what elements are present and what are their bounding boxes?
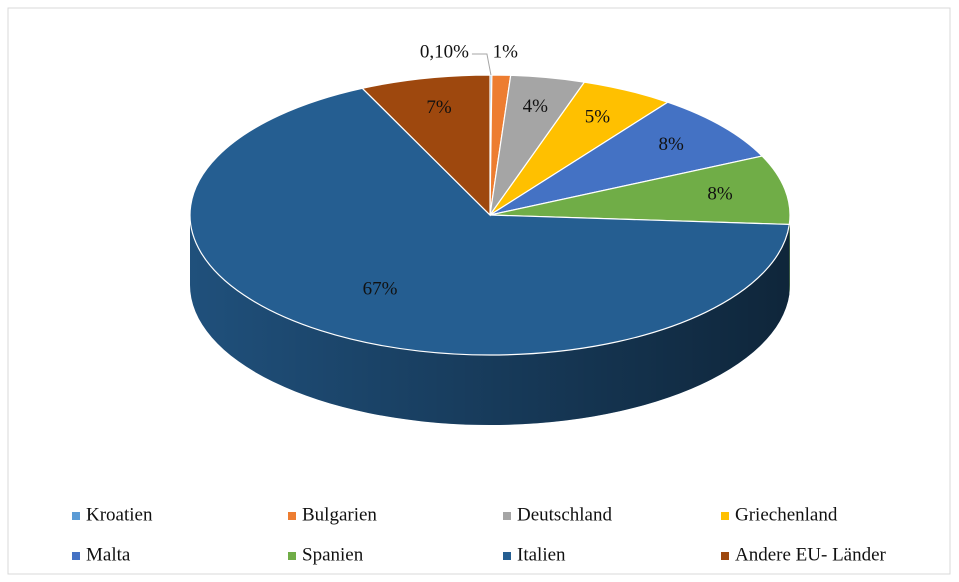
legend-swatch bbox=[288, 552, 296, 560]
slice-top bbox=[489, 101, 764, 216]
data-label: 5% bbox=[585, 106, 611, 127]
data-label: 0,10% bbox=[420, 41, 469, 62]
legend-swatch bbox=[72, 512, 80, 520]
data-label: 1% bbox=[493, 41, 519, 62]
data-label: 67% bbox=[363, 278, 398, 299]
slice-top bbox=[189, 87, 791, 356]
slice-top bbox=[489, 155, 791, 226]
legend-label: Malta bbox=[86, 544, 131, 565]
legend-label: Andere EU- Länder bbox=[735, 544, 887, 565]
data-label: 8% bbox=[658, 134, 684, 155]
legend-swatch bbox=[721, 512, 729, 520]
slice bbox=[489, 101, 764, 216]
slice bbox=[189, 87, 791, 426]
legend-swatch bbox=[503, 512, 511, 520]
data-label: 4% bbox=[523, 96, 549, 117]
legend-swatch bbox=[72, 552, 80, 560]
leader-line bbox=[471, 53, 492, 76]
slice bbox=[361, 74, 491, 217]
legend-label: Italien bbox=[517, 544, 566, 565]
legend-swatch bbox=[721, 552, 729, 560]
slice-side-shade bbox=[789, 215, 790, 295]
data-label: 7% bbox=[426, 97, 452, 118]
legend-swatch bbox=[503, 552, 511, 560]
legend-label: Bulgarien bbox=[302, 504, 377, 525]
slice-side-shade bbox=[189, 215, 790, 426]
slice bbox=[489, 155, 791, 295]
slice-top bbox=[361, 74, 491, 217]
legend-label: Spanien bbox=[302, 544, 364, 565]
legend-label: Kroatien bbox=[86, 504, 153, 525]
legend-swatch bbox=[288, 512, 296, 520]
legend-label: Deutschland bbox=[517, 504, 612, 525]
legend-label: Griechenland bbox=[735, 504, 838, 525]
data-label: 8% bbox=[707, 183, 733, 204]
